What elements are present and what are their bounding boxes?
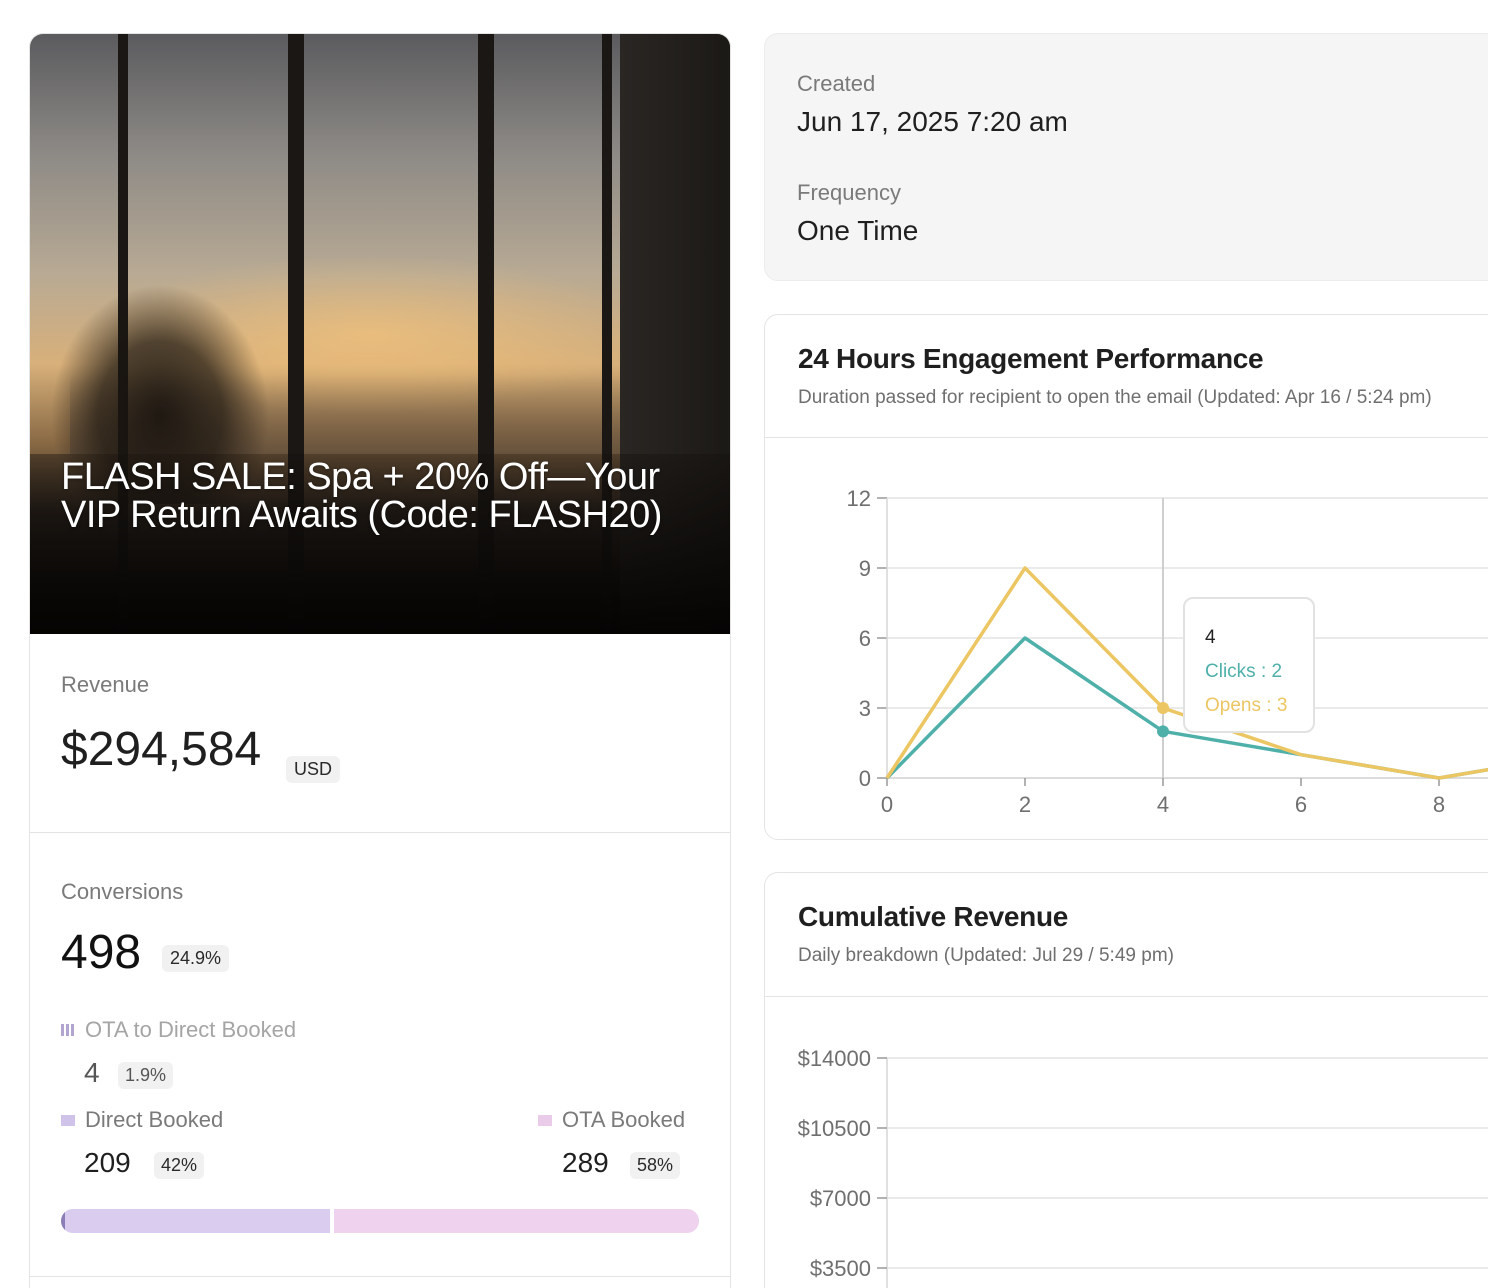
created-label: Created — [797, 71, 876, 96]
x-tick-label: 6 — [1295, 792, 1307, 817]
revenue-chart-title: Cumulative Revenue — [798, 901, 1069, 932]
ota-booked-label: OTA Booked — [538, 1107, 685, 1133]
x-tick-label: 0 — [881, 792, 893, 817]
direct-booked-swatch-icon — [61, 1114, 75, 1126]
split-bar-ota — [334, 1209, 699, 1233]
hover-point-clicks — [1157, 725, 1169, 738]
revenue-label: Revenue — [61, 672, 150, 697]
campaign-hero-image: FLASH SALE: Spa + 20% Off—Your VIP Retur… — [30, 34, 730, 634]
y-tick-label: $14000 — [798, 1046, 871, 1071]
tooltip-x-value: 4 — [1205, 627, 1216, 648]
y-tick-label: $10500 — [798, 1116, 871, 1141]
revenue-value: $294,584 — [61, 723, 262, 776]
x-tick-label: 2 — [1019, 792, 1031, 817]
engagement-chart-subtitle: Duration passed for recipient to open th… — [798, 387, 1432, 408]
revenue-chart-subtitle: Daily breakdown (Updated: Jul 29 / 5:49 … — [798, 945, 1174, 966]
conversions-section: Conversions 498 24.9% OTA to Direct Book… — [30, 832, 730, 1276]
y-tick-label: 12 — [847, 486, 871, 511]
split-bar-direct — [65, 1209, 330, 1233]
y-tick-label: $7000 — [810, 1186, 871, 1211]
ota-booked-value: 289 — [562, 1147, 609, 1178]
campaign-card: FLASH SALE: Spa + 20% Off—Your VIP Retur… — [29, 33, 731, 1288]
revenue-line-chart[interactable]: $3500 $7000 $10500 $14000 — [765, 997, 1488, 1288]
x-tick-label: 8 — [1433, 792, 1445, 817]
y-tick-label: 6 — [859, 626, 871, 651]
booking-split-bar — [61, 1209, 699, 1233]
ota-booked-label-text: OTA Booked — [562, 1107, 686, 1132]
revenue-section: Revenue $294,584 USD — [30, 634, 730, 832]
tooltip-clicks: Clicks : 2 — [1205, 661, 1283, 682]
ota-to-direct-label: OTA to Direct Booked — [61, 1017, 296, 1043]
y-tick-label: 0 — [859, 766, 871, 791]
campaign-title: FLASH SALE: Spa + 20% Off—Your VIP Retur… — [61, 456, 662, 536]
ota-to-direct-value: 4 — [84, 1057, 100, 1088]
hover-point-opens — [1157, 702, 1169, 714]
tooltip-opens: Opens : 3 — [1205, 695, 1288, 716]
revenue-chart-card: Cumulative Revenue Daily breakdown (Upda… — [764, 872, 1488, 1288]
frequency-label: Frequency — [797, 180, 901, 205]
campaign-info-card: Created Jun 17, 2025 7:20 am Frequency O… — [764, 33, 1488, 281]
frequency-value: One Time — [797, 215, 919, 246]
ota-booked-swatch-icon — [538, 1114, 552, 1126]
y-tick-label: 9 — [859, 556, 871, 581]
ota-to-direct-swatch-icon — [61, 1024, 75, 1036]
x-tick-label: 4 — [1157, 792, 1169, 817]
conversions-value: 498 — [61, 926, 142, 979]
chart-tooltip: 4 Clicks : 2 Opens : 3 — [1183, 597, 1315, 733]
currency-badge: USD — [286, 756, 341, 783]
direct-booked-value: 209 — [84, 1147, 131, 1178]
conversions-label: Conversions — [61, 879, 184, 904]
ota-to-direct-label-text: OTA to Direct Booked — [85, 1017, 297, 1042]
engagement-chart-card: 24 Hours Engagement Performance Duration… — [764, 314, 1488, 840]
y-tick-label: $3500 — [810, 1256, 871, 1281]
direct-booked-percent-badge: 42% — [154, 1152, 205, 1179]
engagement-chart-title: 24 Hours Engagement Performance — [798, 343, 1264, 374]
created-value: Jun 17, 2025 7:20 am — [797, 106, 1068, 137]
conversions-percent-badge: 24.9% — [162, 945, 230, 972]
engagement-line-chart[interactable]: 0 3 6 9 12 0 2 4 6 8 — [765, 438, 1488, 840]
y-tick-label: 3 — [859, 696, 871, 721]
ota-to-direct-percent-badge: 1.9% — [118, 1062, 174, 1089]
next-section — [30, 1276, 730, 1288]
split-bar-ota-to-direct — [61, 1209, 65, 1233]
direct-booked-label-text: Direct Booked — [85, 1107, 224, 1132]
ota-booked-percent-badge: 58% — [630, 1152, 681, 1179]
direct-booked-label: Direct Booked — [61, 1107, 223, 1133]
